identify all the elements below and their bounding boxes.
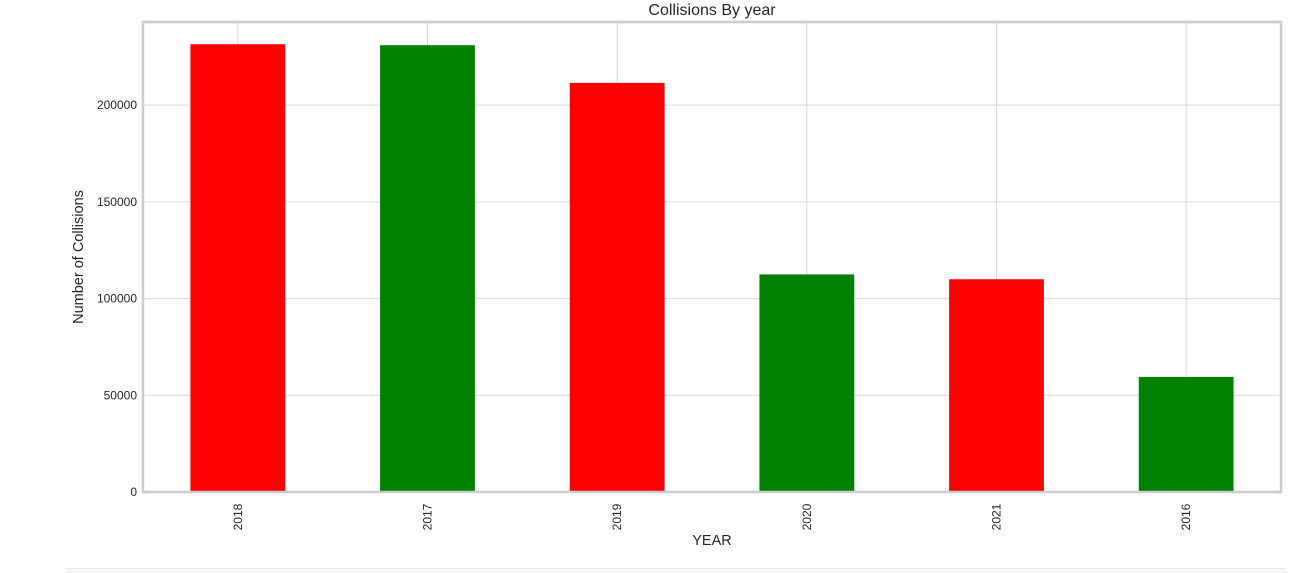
y-tick-label: 200000: [97, 98, 137, 112]
y-tick-label: 100000: [97, 292, 137, 306]
x-tick-label: 2018: [231, 503, 245, 530]
x-axis-label: YEAR: [692, 533, 732, 549]
x-tick-label: 2019: [610, 503, 624, 530]
y-axis-label: Number of Collisions: [71, 190, 87, 324]
chart-title: Collisions By year: [648, 2, 776, 19]
plot-frame: [141, 20, 1283, 494]
bar-2020: [759, 274, 855, 492]
bar-2018: [190, 44, 286, 492]
output-area-divider: [66, 568, 1286, 573]
x-tick-label: 2016: [1179, 503, 1193, 530]
x-tick-label: 2017: [421, 503, 435, 530]
bars: [190, 44, 1234, 493]
x-tick-label: 2020: [800, 503, 814, 530]
y-tick-labels: 0 50000 100000 150000 200000: [97, 98, 137, 499]
y-tick-label: 0: [130, 485, 137, 499]
bar-2019: [569, 82, 665, 492]
bar-2021: [949, 279, 1044, 492]
bar-2016: [1138, 376, 1234, 492]
y-tick-label: 50000: [104, 388, 138, 402]
x-tick-label: 2021: [990, 503, 1004, 530]
x-tick-labels: 2018 2017 2019 2020 2021 2016: [231, 503, 1193, 530]
y-tick-label: 150000: [97, 195, 137, 209]
bar-2017: [380, 45, 475, 493]
